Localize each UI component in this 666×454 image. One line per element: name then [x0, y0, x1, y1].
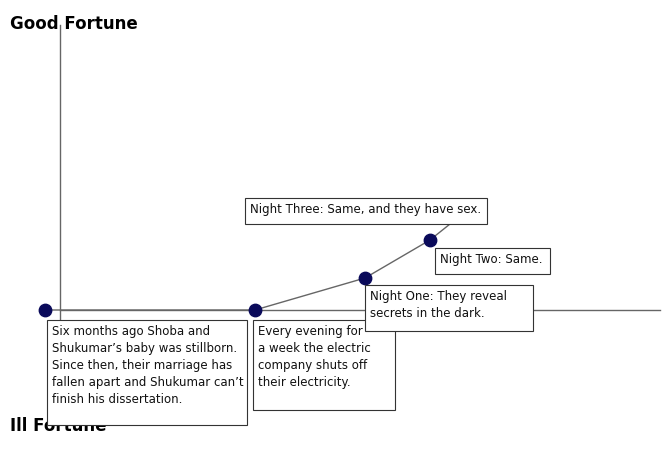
Text: Every evening for
a week the electric
company shuts off
their electricity.: Every evening for a week the electric co… [258, 325, 371, 389]
Text: Six months ago Shoba and
Shukumar’s baby was stillborn.
Since then, their marria: Six months ago Shoba and Shukumar’s baby… [52, 325, 244, 406]
FancyBboxPatch shape [47, 320, 247, 425]
Point [425, 237, 436, 244]
FancyBboxPatch shape [435, 248, 550, 274]
Text: Night Two: Same.: Night Two: Same. [440, 253, 543, 266]
Text: Good Fortune: Good Fortune [10, 15, 138, 33]
FancyBboxPatch shape [253, 320, 395, 410]
FancyBboxPatch shape [365, 285, 533, 331]
Point [40, 306, 51, 314]
Point [360, 274, 370, 281]
Text: Ill Fortune: Ill Fortune [10, 417, 107, 435]
FancyBboxPatch shape [245, 198, 487, 224]
Point [465, 204, 476, 212]
Point [250, 306, 260, 314]
Text: Night Three: Same, and they have sex.: Night Three: Same, and they have sex. [250, 203, 481, 216]
Text: Night One: They reveal
secrets in the dark.: Night One: They reveal secrets in the da… [370, 290, 507, 320]
